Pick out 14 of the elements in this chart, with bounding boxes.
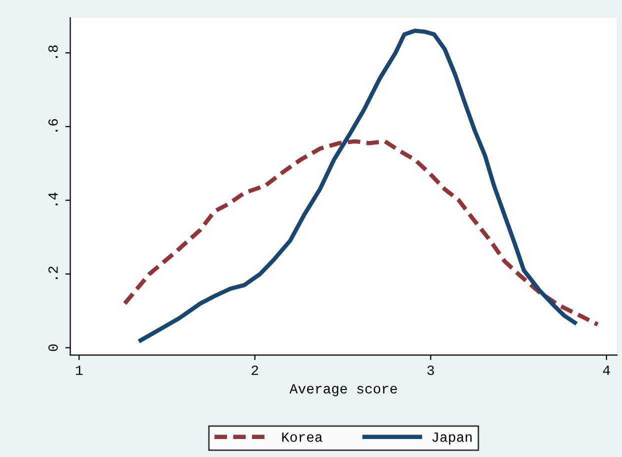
legend-label: Japan — [432, 432, 472, 445]
y-tick-label: .8 — [48, 45, 58, 58]
x-tick-label: 4 — [603, 366, 610, 375]
line-series — [122, 139, 600, 327]
legend-label: Korea — [282, 432, 322, 442]
x-tick-label: 1 — [76, 366, 83, 375]
x-tick-label: 2 — [252, 366, 258, 375]
x-tick-label: 3 — [427, 366, 434, 376]
y-tick-label: .4 — [48, 192, 58, 206]
y-tick-label: 0 — [48, 344, 58, 352]
line-series — [138, 28, 577, 342]
x-axis-title: Average score — [289, 384, 397, 396]
y-tick-label: .6 — [48, 119, 58, 132]
y-tick-label: .2 — [48, 266, 58, 279]
